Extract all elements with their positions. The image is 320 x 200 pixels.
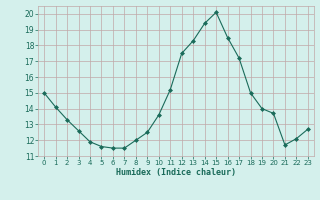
X-axis label: Humidex (Indice chaleur): Humidex (Indice chaleur) <box>116 168 236 177</box>
